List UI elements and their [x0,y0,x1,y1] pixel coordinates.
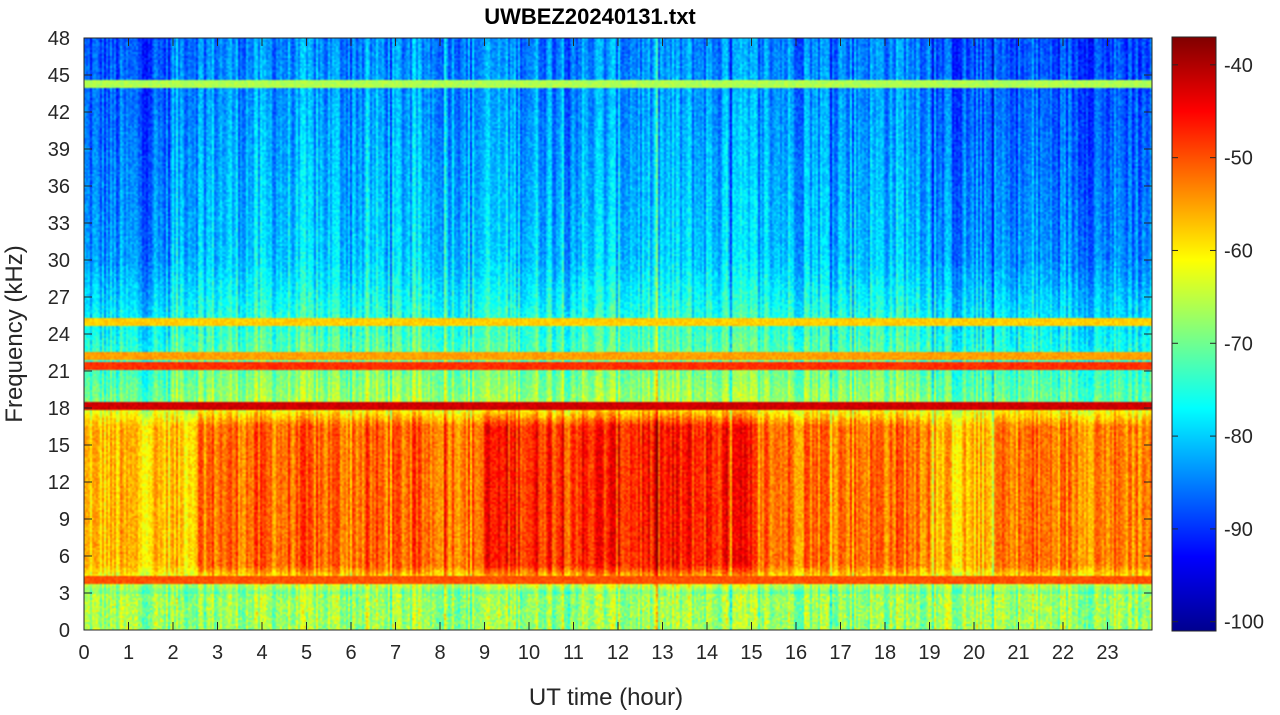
y-tick-label: 45 [48,65,70,87]
x-tick-label: 17 [829,642,851,664]
x-tick-label: 1 [123,642,134,664]
y-tick-label: 42 [48,102,70,124]
x-tick-label: 7 [390,642,401,664]
x-tick-label: 20 [963,642,985,664]
y-tick-label: 27 [48,287,70,309]
x-tick-label: 9 [479,642,490,664]
colorbar-tick-label: -60 [1224,240,1253,262]
x-tick-label: 3 [212,642,223,664]
x-tick-label: 6 [345,642,356,664]
x-tick-label: 16 [785,642,807,664]
x-axis-ticks: 0 1 2 3 4 5 6 7 8 9 10 11 12 13 14 15 16 17 18 19 20 21 22 23 [78,38,1119,664]
colorbar-tick-label: -80 [1224,426,1253,448]
spectrogram-heatmap [84,38,1152,630]
colorbar-tick-label: -90 [1224,519,1253,541]
colorbar-tick-label: -50 [1224,148,1253,170]
colorbar-tick-label: -70 [1224,333,1253,355]
x-axis-label: UT time (hour) [529,684,683,711]
y-axis-label: Frequency (kHz) [1,245,28,422]
y-tick-label: 24 [48,324,70,346]
y-tick-label: 30 [48,250,70,272]
y-tick-label: 48 [48,28,70,50]
x-tick-label: 19 [918,642,940,664]
x-tick-label: 10 [518,642,540,664]
y-tick-label: 9 [59,509,70,531]
y-tick-label: 21 [48,361,70,383]
y-tick-label: 33 [48,213,70,235]
x-tick-label: 11 [563,642,584,664]
chart-title: UWBEZ20240131.txt [484,4,696,29]
colorbar-tick-label: -100 [1224,612,1264,634]
y-tick-label: 6 [59,546,70,568]
x-tick-label: 18 [874,642,896,664]
x-tick-label: 15 [740,642,762,664]
x-tick-label: 23 [1096,642,1118,664]
x-tick-label: 13 [651,642,673,664]
x-tick-label: 14 [696,642,718,664]
colorbar-ticks: -40 -50 -60 -70 -80 -90 -100 [1172,55,1264,634]
plot-area [83,37,1153,631]
colorbar-gradient [1171,36,1217,632]
y-tick-label: 0 [59,620,70,642]
y-tick-label: 18 [48,398,70,420]
x-tick-label: 22 [1052,642,1074,664]
x-tick-label: 8 [434,642,445,664]
colorbar: -40 -50 -60 -70 -80 -90 -100 [1171,36,1264,634]
x-tick-label: 5 [301,642,312,664]
y-tick-label: 15 [48,435,70,457]
x-tick-label: 0 [78,642,89,664]
colorbar-tick-label: -40 [1224,55,1253,77]
y-tick-label: 12 [48,472,70,494]
y-tick-label: 39 [48,139,70,161]
x-tick-label: 4 [256,642,267,664]
y-tick-label: 3 [59,583,70,605]
x-tick-label: 21 [1007,642,1029,664]
x-tick-label: 2 [167,642,178,664]
y-tick-label: 36 [48,176,70,198]
x-tick-label: 12 [607,642,629,664]
